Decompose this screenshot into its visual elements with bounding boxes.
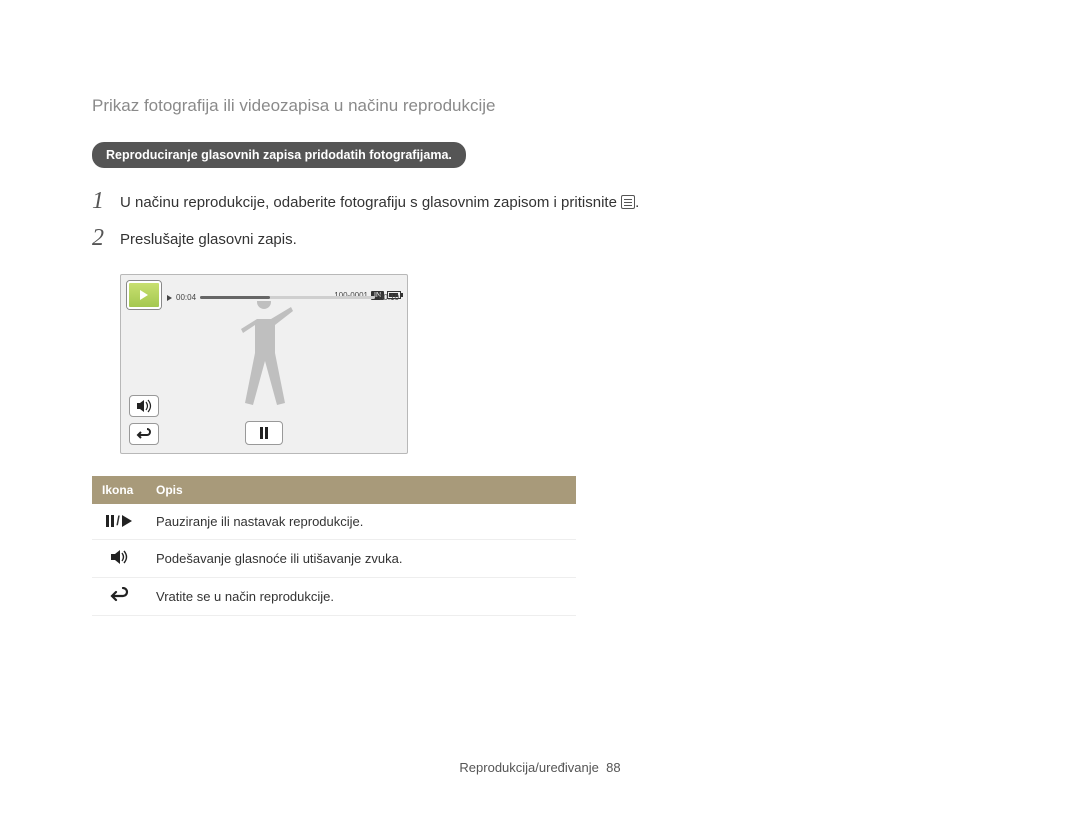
legend-desc-cell: Pauziranje ili nastavak reprodukcije.: [146, 504, 576, 539]
step-text: Preslušajte glasovni zapis.: [120, 225, 297, 252]
footer-section-label: Reprodukcija/uređivanje: [459, 760, 598, 775]
step-1: 1 U načinu reprodukcije, odaberite fotog…: [92, 188, 988, 215]
player-preview: 100-0001 IN 00:04 00:10: [120, 274, 408, 454]
pause-button[interactable]: [245, 421, 283, 445]
pause-icon: [260, 427, 268, 439]
page-title: Prikaz fotografija ili videozapisa u nač…: [92, 96, 988, 116]
step-number: 2: [92, 225, 120, 252]
progress-track: [200, 296, 375, 299]
table-row: Podešavanje glasnoće ili utišavanje zvuk…: [92, 539, 576, 577]
menu-icon: [621, 195, 635, 209]
legend-desc-cell: Vratite se u način reprodukcije.: [146, 577, 576, 615]
total-time: 00:10: [379, 293, 399, 302]
volume-button[interactable]: [129, 395, 159, 417]
play-icon: [122, 515, 132, 527]
speaker-icon: [136, 399, 152, 413]
elapsed-time: 00:04: [176, 293, 196, 302]
steps-list: 1 U načinu reprodukcije, odaberite fotog…: [92, 188, 988, 252]
legend-icon-cell: [92, 539, 146, 577]
legend-icon-cell: [92, 577, 146, 615]
step-number: 1: [92, 188, 120, 215]
table-row: / Pauziranje ili nastavak reprodukcije.: [92, 504, 576, 539]
step-text-part-b: .: [635, 194, 639, 211]
section-heading-pill: Reproduciranje glasovnih zapisa pridodat…: [92, 142, 466, 168]
play-indicator-icon: [167, 295, 172, 301]
legend-header-icon: Ikona: [92, 476, 146, 504]
step-text: U načinu reprodukcije, odaberite fotogra…: [120, 188, 639, 215]
return-icon: [136, 427, 152, 441]
speaker-icon: [109, 549, 129, 565]
step-text-part-a: U načinu reprodukcije, odaberite fotogra…: [120, 194, 621, 211]
thumbnail-icon: [127, 281, 161, 309]
page-footer: Reprodukcija/uređivanje 88: [0, 760, 1080, 775]
icon-legend-table: Ikona Opis / Pauziranje ili nastavak rep…: [92, 476, 576, 616]
return-icon: [109, 587, 129, 603]
step-2: 2 Preslušajte glasovni zapis.: [92, 225, 988, 252]
pause-icon: [106, 515, 114, 527]
footer-page-number: 88: [606, 760, 620, 775]
table-row: Vratite se u način reprodukcije.: [92, 577, 576, 615]
back-button[interactable]: [129, 423, 159, 445]
progress-played: [200, 296, 270, 299]
legend-icon-cell: /: [92, 504, 146, 539]
silhouette-figure: [220, 301, 308, 421]
legend-desc-cell: Podešavanje glasnoće ili utišavanje zvuk…: [146, 539, 576, 577]
legend-header-desc: Opis: [146, 476, 576, 504]
